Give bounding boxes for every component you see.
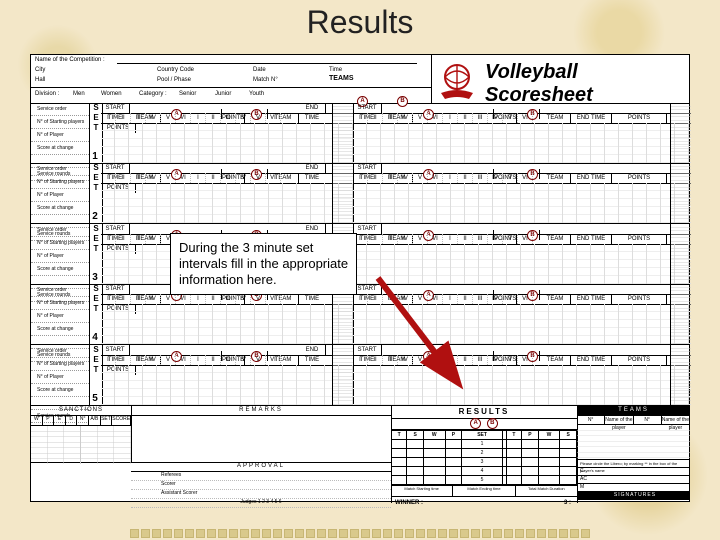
callout-line: intervals fill in the appropriate <box>179 256 348 272</box>
callout-box: During the 3 minute set intervals fill i… <box>170 233 357 295</box>
callout-line: During the 3 minute set <box>179 240 348 256</box>
slide: Results Name of the Competition : City C… <box>0 0 720 540</box>
callout-arrow-icon <box>0 0 720 540</box>
callout-line: information here. <box>179 272 348 288</box>
